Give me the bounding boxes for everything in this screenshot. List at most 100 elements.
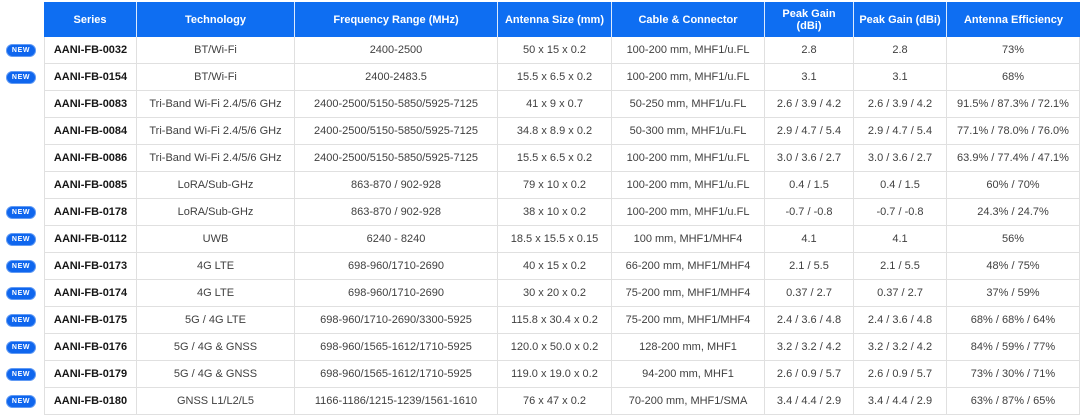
cell-cable-connector: 100 mm, MHF1/MHF4	[612, 226, 765, 253]
cell-frequency-range: 863-870 / 902-928	[295, 172, 498, 199]
cell-cable-connector: 75-200 mm, MHF1/MHF4	[612, 307, 765, 334]
cell-series: AANI-FB-0175	[44, 307, 137, 334]
cell-technology: 5G / 4G & GNSS	[137, 361, 295, 388]
cell-antenna-size: 50 x 15 x 0.2	[498, 37, 612, 64]
cell-peak-gain-1: 3.4 / 4.4 / 2.9	[765, 388, 854, 415]
new-badge: NEW	[6, 44, 36, 57]
cell-cable-connector: 100-200 mm, MHF1/u.FL	[612, 64, 765, 91]
cell-frequency-range: 698-960/1710-2690	[295, 280, 498, 307]
cell-series: AANI-FB-0032	[44, 37, 137, 64]
cell-peak-gain-2: 2.1 / 5.5	[854, 253, 947, 280]
cell-antenna-size: 119.0 x 19.0 x 0.2	[498, 361, 612, 388]
table-row: AANI-FB-0084 Tri-Band Wi-Fi 2.4/5/6 GHz …	[0, 118, 1080, 145]
cell-technology: 5G / 4G & GNSS	[137, 334, 295, 361]
new-badge: NEW	[6, 368, 36, 381]
cell-antenna-size: 79 x 10 x 0.2	[498, 172, 612, 199]
row-gutter: NEW	[0, 226, 44, 253]
cell-peak-gain-1: 0.37 / 2.7	[765, 280, 854, 307]
cell-peak-gain-2: 4.1	[854, 226, 947, 253]
table-row: AANI-FB-0085 LoRA/Sub-GHz 863-870 / 902-…	[0, 172, 1080, 199]
row-gutter	[0, 118, 44, 145]
row-gutter: NEW	[0, 253, 44, 280]
cell-cable-connector: 100-200 mm, MHF1/u.FL	[612, 172, 765, 199]
cell-frequency-range: 698-960/1565-1612/1710-5925	[295, 334, 498, 361]
cell-peak-gain-2: 2.6 / 3.9 / 4.2	[854, 91, 947, 118]
cell-antenna-size: 76 x 47 x 0.2	[498, 388, 612, 415]
cell-peak-gain-1: 3.2 / 3.2 / 4.2	[765, 334, 854, 361]
cell-technology: LoRA/Sub-GHz	[137, 172, 295, 199]
cell-antenna-size: 15.5 x 6.5 x 0.2	[498, 145, 612, 172]
cell-cable-connector: 94-200 mm, MHF1	[612, 361, 765, 388]
cell-frequency-range: 1166-1186/1215-1239/1561-1610	[295, 388, 498, 415]
table-header-row: Series Technology Frequency Range (MHz) …	[0, 2, 1080, 37]
row-gutter	[0, 145, 44, 172]
new-badge: NEW	[6, 260, 36, 273]
cell-series: AANI-FB-0083	[44, 91, 137, 118]
cell-peak-gain-2: 3.1	[854, 64, 947, 91]
cell-cable-connector: 50-250 mm, MHF1/u.FL	[612, 91, 765, 118]
cell-cable-connector: 100-200 mm, MHF1/u.FL	[612, 199, 765, 226]
cell-technology: Tri-Band Wi-Fi 2.4/5/6 GHz	[137, 118, 295, 145]
new-badge: NEW	[6, 71, 36, 84]
table-row: NEW AANI-FB-0176 5G / 4G & GNSS 698-960/…	[0, 334, 1080, 361]
cell-antenna-efficiency: 91.5% / 87.3% / 72.1%	[947, 91, 1080, 118]
row-gutter: NEW	[0, 361, 44, 388]
cell-peak-gain-1: 2.8	[765, 37, 854, 64]
cell-antenna-efficiency: 73%	[947, 37, 1080, 64]
cell-antenna-size: 15.5 x 6.5 x 0.2	[498, 64, 612, 91]
cell-peak-gain-1: 2.1 / 5.5	[765, 253, 854, 280]
cell-frequency-range: 2400-2483.5	[295, 64, 498, 91]
cell-cable-connector: 75-200 mm, MHF1/MHF4	[612, 280, 765, 307]
table-row: NEW AANI-FB-0154 BT/Wi-Fi 2400-2483.5 15…	[0, 64, 1080, 91]
cell-peak-gain-1: 3.1	[765, 64, 854, 91]
row-gutter: NEW	[0, 334, 44, 361]
cell-antenna-efficiency: 73% / 30% / 71%	[947, 361, 1080, 388]
cell-series: AANI-FB-0179	[44, 361, 137, 388]
cell-antenna-efficiency: 56%	[947, 226, 1080, 253]
cell-frequency-range: 698-960/1565-1612/1710-5925	[295, 361, 498, 388]
cell-frequency-range: 863-870 / 902-928	[295, 199, 498, 226]
table-row: NEW AANI-FB-0174 4G LTE 698-960/1710-269…	[0, 280, 1080, 307]
cell-series: AANI-FB-0180	[44, 388, 137, 415]
cell-antenna-efficiency: 48% / 75%	[947, 253, 1080, 280]
new-badge: NEW	[6, 206, 36, 219]
cell-series: AANI-FB-0176	[44, 334, 137, 361]
cell-technology: 4G LTE	[137, 280, 295, 307]
column-header-frequency-range: Frequency Range (MHz)	[295, 2, 498, 37]
cell-technology: UWB	[137, 226, 295, 253]
cell-peak-gain-1: 2.9 / 4.7 / 5.4	[765, 118, 854, 145]
cell-antenna-size: 120.0 x 50.0 x 0.2	[498, 334, 612, 361]
cell-antenna-efficiency: 84% / 59% / 77%	[947, 334, 1080, 361]
cell-peak-gain-1: 3.0 / 3.6 / 2.7	[765, 145, 854, 172]
table-row: NEW AANI-FB-0175 5G / 4G LTE 698-960/171…	[0, 307, 1080, 334]
cell-antenna-efficiency: 60% / 70%	[947, 172, 1080, 199]
header-gutter	[0, 2, 44, 37]
cell-cable-connector: 100-200 mm, MHF1/u.FL	[612, 37, 765, 64]
cell-series: AANI-FB-0178	[44, 199, 137, 226]
cell-antenna-size: 40 x 15 x 0.2	[498, 253, 612, 280]
cell-peak-gain-1: 2.6 / 3.9 / 4.2	[765, 91, 854, 118]
cell-peak-gain-1: 4.1	[765, 226, 854, 253]
cell-series: AANI-FB-0085	[44, 172, 137, 199]
cell-technology: BT/Wi-Fi	[137, 64, 295, 91]
cell-series: AANI-FB-0174	[44, 280, 137, 307]
cell-antenna-size: 41 x 9 x 0.7	[498, 91, 612, 118]
cell-frequency-range: 6240 - 8240	[295, 226, 498, 253]
new-badge: NEW	[6, 314, 36, 327]
cell-frequency-range: 2400-2500/5150-5850/5925-7125	[295, 91, 498, 118]
row-gutter: NEW	[0, 199, 44, 226]
cell-cable-connector: 50-300 mm, MHF1/u.FL	[612, 118, 765, 145]
cell-frequency-range: 2400-2500/5150-5850/5925-7125	[295, 118, 498, 145]
cell-peak-gain-1: 2.4 / 3.6 / 4.8	[765, 307, 854, 334]
cell-peak-gain-1: 2.6 / 0.9 / 5.7	[765, 361, 854, 388]
cell-antenna-efficiency: 63.9% / 77.4% / 47.1%	[947, 145, 1080, 172]
cell-technology: BT/Wi-Fi	[137, 37, 295, 64]
cell-peak-gain-2: 2.9 / 4.7 / 5.4	[854, 118, 947, 145]
cell-antenna-size: 38 x 10 x 0.2	[498, 199, 612, 226]
cell-series: AANI-FB-0084	[44, 118, 137, 145]
cell-frequency-range: 698-960/1710-2690/3300-5925	[295, 307, 498, 334]
column-header-peak-gain-2: Peak Gain (dBi)	[854, 2, 947, 37]
table-row: NEW AANI-FB-0179 5G / 4G & GNSS 698-960/…	[0, 361, 1080, 388]
cell-peak-gain-1: 0.4 / 1.5	[765, 172, 854, 199]
cell-technology: Tri-Band Wi-Fi 2.4/5/6 GHz	[137, 91, 295, 118]
